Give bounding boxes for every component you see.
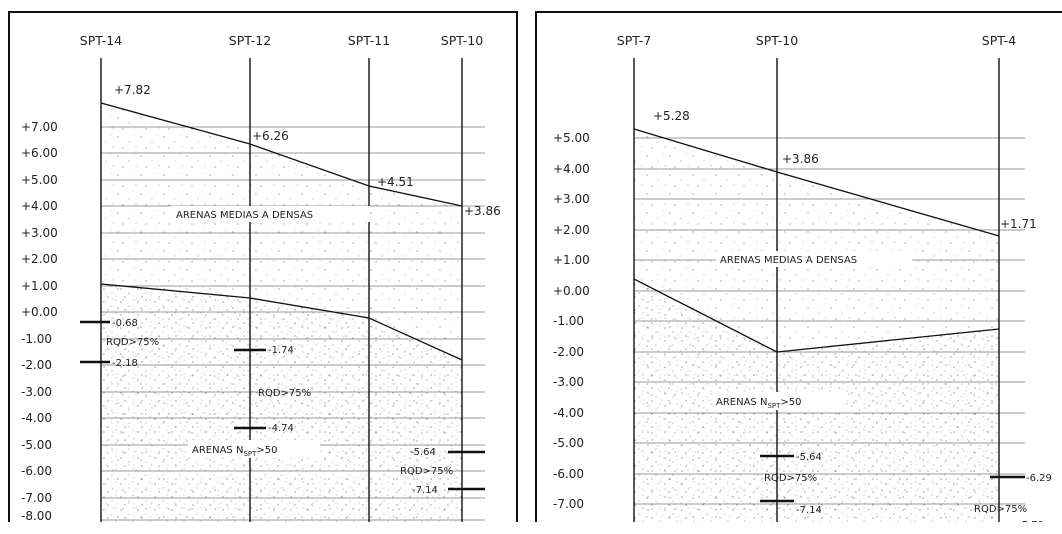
left-panel-frame xyxy=(8,11,518,522)
elevation-label: +4.00 xyxy=(21,199,58,213)
lower-layer-label: ARENAS NSPT>50 xyxy=(716,397,802,410)
lower-layer-label-bg xyxy=(188,440,320,458)
elevation-label: -1.00 xyxy=(553,314,584,328)
ground-level-spt-10: +3.86 xyxy=(782,152,819,166)
right-panel: SPT-7 SPT-10 SPT-4 +5.28 +3.86 +1.71 +5.… xyxy=(535,11,1062,529)
elevation-label: +1.00 xyxy=(553,253,590,267)
elevation-label: +0.00 xyxy=(21,305,58,319)
marker-value: -0.68 xyxy=(112,318,138,329)
upper-layer-label-bg xyxy=(716,251,912,267)
marker-value: -4.74 xyxy=(268,423,294,434)
elevation-label: -1.00 xyxy=(21,332,52,346)
elevation-label: -5.00 xyxy=(553,436,584,450)
ground-level-spt-7: +5.28 xyxy=(653,109,690,123)
ground-level-spt-11: +4.51 xyxy=(377,175,414,189)
marker-value: -7.79 xyxy=(1018,520,1044,529)
right-borehole-lines xyxy=(633,58,1000,522)
elevation-label: +5.00 xyxy=(21,173,58,187)
left-elevation-axis: +7.00 +6.00 +5.00 +4.00 +3.00 +2.00 +1.0… xyxy=(21,120,58,523)
rqd-label: RQD>75% xyxy=(106,337,159,348)
elevation-label: +2.00 xyxy=(553,223,590,237)
elevation-label: -6.00 xyxy=(553,467,584,481)
ground-level-spt-14: +7.82 xyxy=(114,83,151,97)
elevation-label: -3.00 xyxy=(553,375,584,389)
borehole-spt-10-label: SPT-10 xyxy=(756,33,798,48)
rqd-label: RQD>75% xyxy=(400,466,453,477)
elevation-label: -8.00 xyxy=(21,509,52,523)
left-layer-interface xyxy=(100,283,463,361)
rqd-label: RQD>75% xyxy=(974,504,1027,515)
ground-level-spt-4: +1.71 xyxy=(1000,217,1037,231)
elevation-label: +7.00 xyxy=(21,120,58,134)
left-lower-soil-texture xyxy=(101,284,462,522)
upper-layer-label: ARENAS MEDIAS A DENSAS xyxy=(720,255,857,266)
ground-level-spt-10: +3.86 xyxy=(464,204,501,218)
marker-value: -1.74 xyxy=(268,345,294,356)
elevation-label: -6.00 xyxy=(21,464,52,478)
lower-layer-label-bg xyxy=(712,392,844,410)
elevation-label: +4.00 xyxy=(553,162,590,176)
left-ground-surface xyxy=(100,102,463,207)
elevation-label: +6.00 xyxy=(21,146,58,160)
elevation-label: +2.00 xyxy=(21,252,58,266)
right-layer-interface xyxy=(633,278,1000,353)
rqd-label: RQD>75% xyxy=(258,388,311,399)
elevation-label: -2.00 xyxy=(553,345,584,359)
elevation-label: +3.00 xyxy=(553,192,590,206)
borehole-spt-14-label: SPT-14 xyxy=(80,33,122,48)
lower-layer-label: ARENAS NSPT>50 xyxy=(192,445,278,458)
marker-value: -7.14 xyxy=(412,485,438,496)
right-elevation-gridlines xyxy=(634,137,1025,505)
elevation-label: -2.00 xyxy=(21,358,52,372)
marker-value: -2.18 xyxy=(112,358,138,369)
left-rqd-markers xyxy=(80,320,485,491)
upper-layer-label: ARENAS MEDIAS A DENSAS xyxy=(176,210,313,221)
elevation-label: -3.00 xyxy=(21,385,52,399)
left-borehole-lines xyxy=(100,58,463,522)
right-ground-surface xyxy=(633,128,1000,237)
borehole-spt-4-label: SPT-4 xyxy=(982,33,1016,48)
borehole-spt-10-label: SPT-10 xyxy=(441,33,483,48)
elevation-label: -7.00 xyxy=(21,491,52,505)
marker-value: -6.29 xyxy=(1026,473,1052,484)
elevation-label: -4.00 xyxy=(21,411,52,425)
marker-value: -5.64 xyxy=(796,452,822,463)
rqd-label: RQD>75% xyxy=(764,473,817,484)
borehole-spt-12-label: SPT-12 xyxy=(229,33,271,48)
elevation-label: -7.00 xyxy=(553,497,584,511)
ground-level-spt-12: +6.26 xyxy=(252,129,289,143)
right-panel-frame xyxy=(535,11,1062,522)
marker-value: -7.14 xyxy=(796,505,822,516)
elevation-label: -5.00 xyxy=(21,438,52,452)
borehole-spt-7-label: SPT-7 xyxy=(617,33,651,48)
left-panel: SPT-14 SPT-12 SPT-11 SPT-10 +7.82 +6.26 … xyxy=(8,11,518,523)
borehole-spt-11-label: SPT-11 xyxy=(348,33,390,48)
left-elevation-gridlines xyxy=(101,126,485,521)
right-rqd-markers xyxy=(760,454,1025,503)
upper-layer-label-bg xyxy=(172,206,370,222)
right-elevation-axis: +5.00 +4.00 +3.00 +2.00 +1.00 +0.00 -1.0… xyxy=(553,131,590,511)
marker-value: -5.64 xyxy=(410,447,436,458)
elevation-label: +1.00 xyxy=(21,279,58,293)
elevation-label: -4.00 xyxy=(553,406,584,420)
elevation-label: +0.00 xyxy=(553,284,590,298)
elevation-label: +3.00 xyxy=(21,226,58,240)
elevation-label: +5.00 xyxy=(553,131,590,145)
